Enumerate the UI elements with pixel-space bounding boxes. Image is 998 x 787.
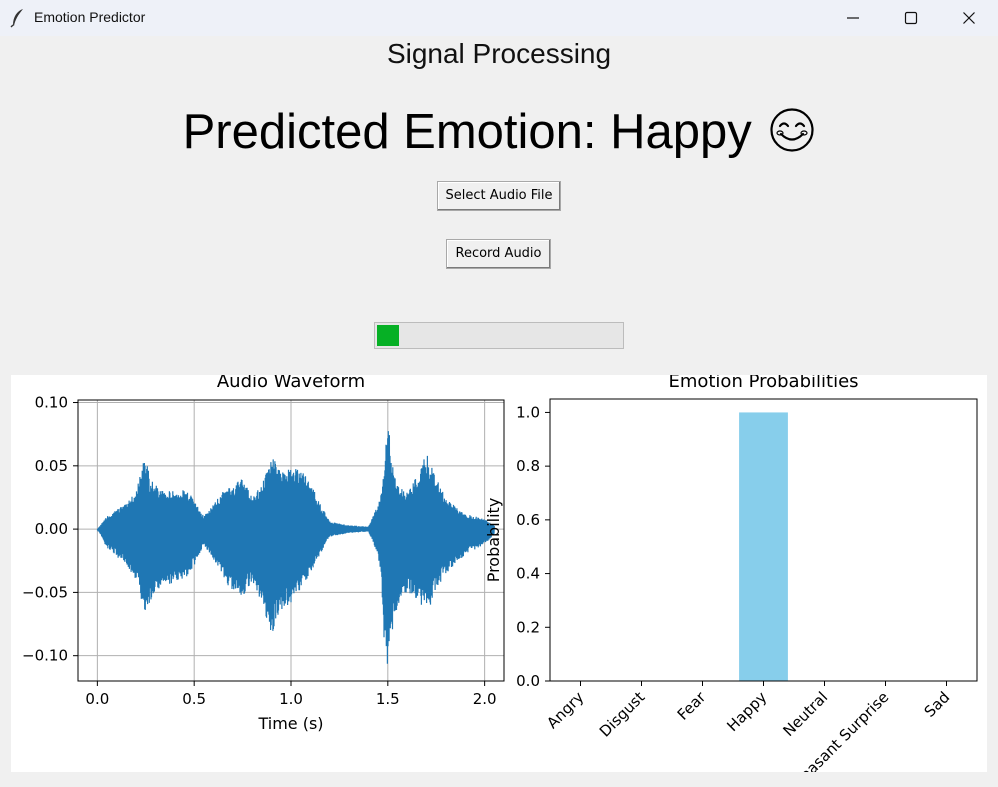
waveform-title: Audio Waveform <box>217 375 365 392</box>
progress-bar-fill <box>377 325 399 346</box>
waveform-x-tick-label: 0.0 <box>85 690 109 708</box>
bar-ylabel: Probability <box>484 498 503 583</box>
plot-canvas: 0.0 0.5 1.0 1.5 2.0 0.10 0.05 0.00 −0.05 −0.10 Tim… <box>11 375 987 772</box>
app-title: Signal Processing <box>386 38 612 69</box>
bar-y-tick-label: 1.0 <box>516 403 540 421</box>
waveform-y-tick-label: 0.10 <box>35 394 68 412</box>
waveform-x-tick-label: 0.5 <box>182 690 206 708</box>
prediction-result: Predicted Emotion: Happy <box>0 104 998 160</box>
select-audio-file-button[interactable]: Select Audio File <box>437 181 561 211</box>
waveform-x-tick-label: 1.0 <box>279 690 303 708</box>
maximize-icon <box>904 11 918 25</box>
bar-x-tick-label: Disgust <box>596 688 649 741</box>
bar-y-tick-label: 0.8 <box>516 457 540 475</box>
bar-x-tick-label: Sad <box>921 688 954 721</box>
bar-x-tick-label: Angry <box>543 688 587 732</box>
waveform-y-tick-label: 0.00 <box>35 520 68 538</box>
bar-y-tick-label: 0.2 <box>516 618 540 636</box>
waveform-y-tick-label: −0.10 <box>22 647 68 665</box>
bar-happy <box>739 412 788 681</box>
waveform-xlabel: Time (s) <box>257 714 323 733</box>
bar-x-tick-label: Pleasant Surprise <box>787 688 892 772</box>
minimize-button[interactable] <box>824 0 882 36</box>
charts-svg: 0.0 0.5 1.0 1.5 2.0 0.10 0.05 0.00 −0.05 −0.10 Tim… <box>22 375 978 772</box>
bar-y-tick-label: 0.0 <box>516 672 540 690</box>
waveform-y-tick-label: 0.05 <box>35 457 68 475</box>
waveform-x-tick-label: 1.5 <box>376 690 400 708</box>
feather-icon <box>10 9 23 28</box>
bar-title: Emotion Probabilities <box>668 375 858 392</box>
maximize-button[interactable] <box>882 0 940 36</box>
record-audio-button[interactable]: Record Audio <box>446 239 551 269</box>
bar-y-tick-label: 0.4 <box>516 565 540 583</box>
window-titlebar: Emotion Predictor <box>0 0 998 36</box>
waveform-line <box>96 431 495 664</box>
window-title: Emotion Predictor <box>34 9 146 25</box>
bar-y-tick-label: 0.6 <box>516 511 540 529</box>
bar-x-tick-label: Happy <box>723 688 770 735</box>
waveform-x-tick-label: 2.0 <box>473 690 497 708</box>
prediction-text: Predicted Emotion: Happy <box>182 105 752 159</box>
close-icon <box>963 12 975 24</box>
bar-x-tick-label: Neutral <box>779 688 831 740</box>
waveform-y-tick-label: −0.05 <box>22 583 68 601</box>
progress-bar <box>374 322 624 349</box>
smiling-face-icon <box>770 108 815 152</box>
close-button[interactable] <box>940 0 998 36</box>
bar-x-tick-label: Fear <box>674 688 710 724</box>
minimize-icon <box>847 17 859 19</box>
